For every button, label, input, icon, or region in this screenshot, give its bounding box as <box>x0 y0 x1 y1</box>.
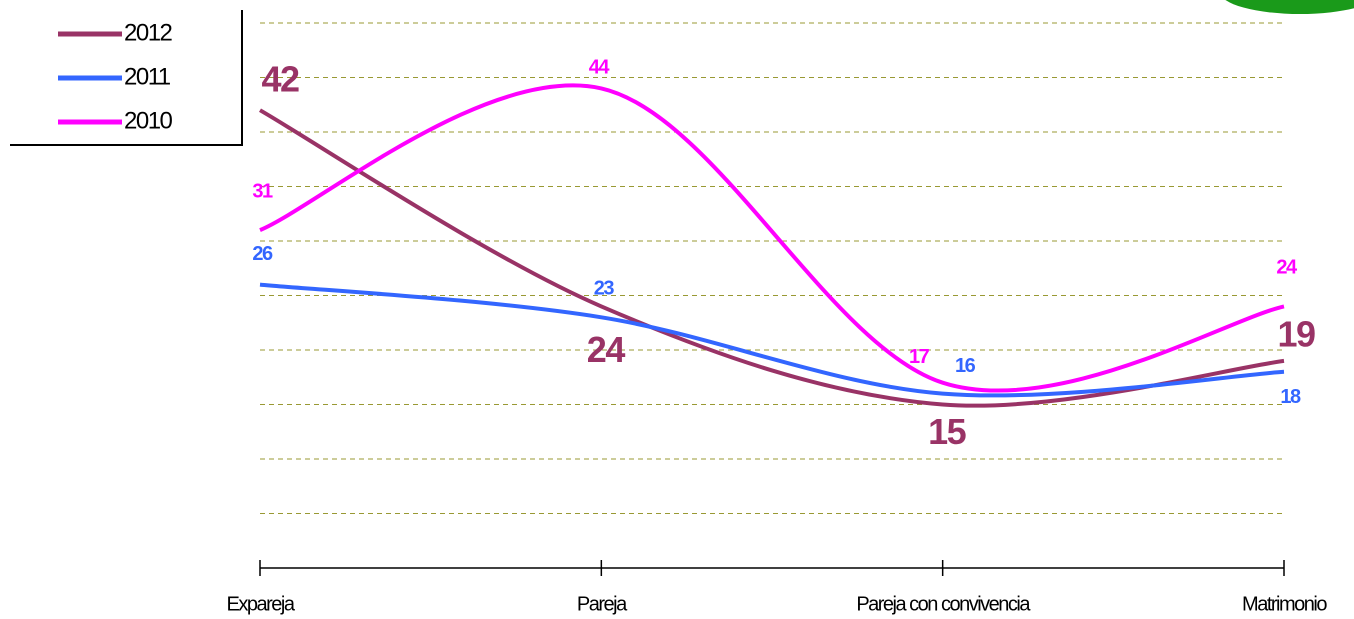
legend-label: 2010 <box>124 107 173 134</box>
data-label: 44 <box>589 57 611 79</box>
data-label: 23 <box>594 278 615 300</box>
data-label: 24 <box>587 329 626 370</box>
data-label: 16 <box>955 355 976 377</box>
data-label: 24 <box>1276 257 1298 279</box>
decoration <box>1225 0 1354 14</box>
line <box>259 282 1285 398</box>
data-label: 18 <box>1280 386 1301 408</box>
data-label: 42 <box>261 59 299 100</box>
data-label: 19 <box>1277 313 1315 354</box>
legend-label: 2012 <box>124 19 173 46</box>
x-tick-label: Expareja <box>227 593 296 615</box>
line <box>259 83 1285 393</box>
x-tick-label: Pareja <box>577 593 628 615</box>
x-tick-label: Matrimonio <box>1242 593 1327 615</box>
x-tick-label: Pareja con convivencia <box>856 593 1031 615</box>
data-label: 17 <box>909 346 930 368</box>
legend-label: 2011 <box>124 63 171 90</box>
line <box>259 108 1285 408</box>
data-label: 26 <box>252 243 273 265</box>
data-label: 15 <box>928 411 967 452</box>
data-label: 31 <box>252 180 273 202</box>
